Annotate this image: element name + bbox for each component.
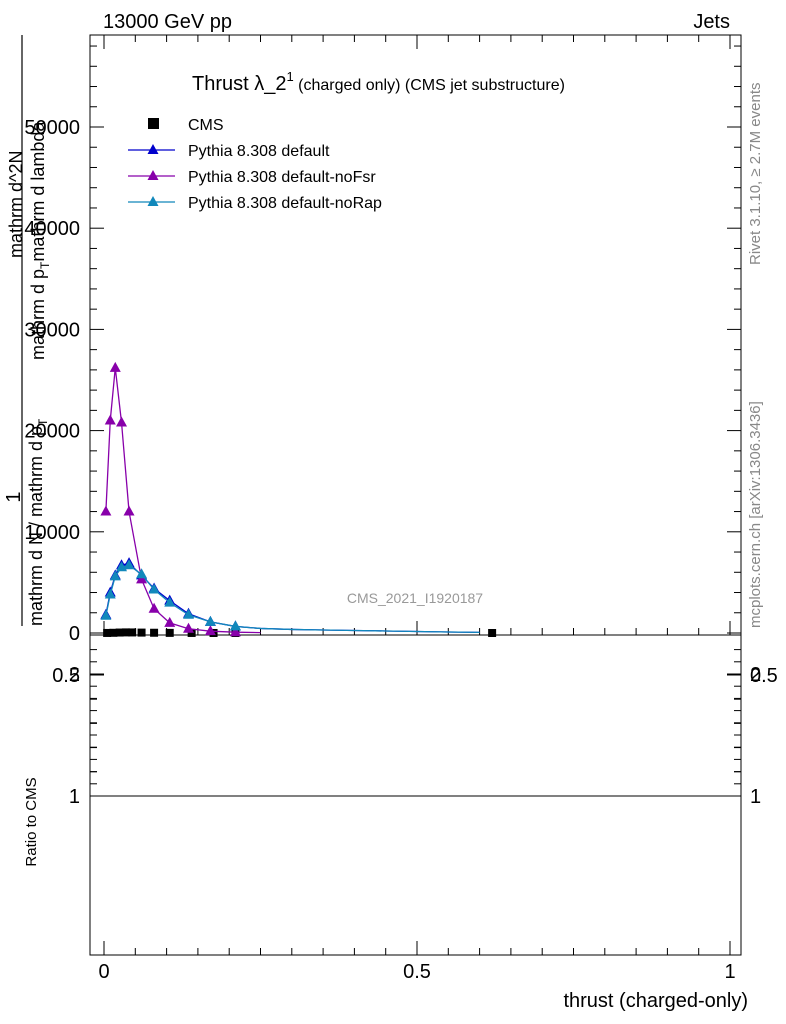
plot-title-sup: 1 [286, 69, 293, 84]
legend: CMS Pythia 8.308 default Pythia 8.308 de… [128, 117, 382, 212]
series-marker-norap [109, 570, 121, 581]
series-marker-nofsr [229, 626, 241, 637]
plot-title: Thrust λ_21 (charged only) (CMS jet subs… [192, 69, 565, 95]
series-marker-norap [204, 615, 216, 626]
rivet-version-label: Rivet 3.1.10, ≥ 2.7M events [747, 83, 764, 266]
upper-y-ticks: 0 10000 20000 30000 40000 50000 [24, 45, 741, 645]
series-marker-nofsr [164, 616, 176, 627]
ylabel-denominator-sub: T [36, 418, 50, 426]
upper-y-tick-label: 30000 [24, 319, 80, 341]
x-tick-label: 0.5 [403, 961, 431, 983]
legend-label-norap: Pythia 8.308 default-noRap [188, 195, 382, 212]
mcplots-label: mcplots.cern.ch [arXiv:1306.3436] [747, 401, 764, 628]
data-point-cms [150, 628, 159, 637]
upper-y-tick-label: 40000 [24, 218, 80, 240]
ratio-y-tick-label: 2 [69, 664, 80, 686]
upper-y-tick-label: 50000 [24, 117, 80, 139]
legend-marker-cms [148, 118, 159, 129]
series-marker-norap [136, 568, 148, 579]
upper-y-axis-label: 1 mathrm d N / mathrm d pT mathrm d^2N m… [3, 35, 52, 626]
series-marker-nofsr [148, 602, 160, 613]
upper-y-tick-label: 0 [69, 623, 80, 645]
x-tick-label: 1 [724, 961, 735, 983]
data-point-cms [109, 628, 118, 637]
analysis-watermark: CMS_2021_I1920187 [347, 590, 483, 606]
data-point-cms [488, 628, 497, 637]
data-point-cms [121, 628, 130, 637]
series-marker-nofsr [100, 505, 112, 516]
series-marker-nofsr [109, 361, 121, 372]
series-marker-norap [123, 559, 135, 570]
plot-title-main: Thrust λ_2 [192, 73, 286, 95]
series-marker-norap [229, 620, 241, 631]
data-point-cms [187, 628, 196, 637]
legend-label-nofsr: Pythia 8.308 default-noFsr [188, 169, 376, 186]
series-line-nofsr [105, 367, 261, 634]
series-marker-norap [148, 583, 160, 594]
ratio-y-ticks: 0.5 0.5 1 1 2 2 [52, 649, 778, 808]
series-marker-norap [164, 596, 176, 607]
x-tick-label: 0 [98, 961, 109, 983]
ratio-y-tick-label-right: 2 [750, 664, 761, 686]
energy-label: 13000 GeV pp [103, 11, 232, 33]
ylabel-numerator-bottom-sub: T [38, 261, 52, 269]
ratio-y-tick-label: 1 [69, 786, 80, 808]
series-marker-nofsr [116, 416, 128, 427]
series-marker-nofsr [204, 625, 216, 636]
ylabel-numerator-bottom-rest: mathrm d lambda [28, 121, 48, 262]
data-point-cms [103, 628, 112, 637]
ratio-y-tick-label-right: 0.5 [750, 665, 778, 687]
legend-label-cms: CMS [188, 117, 224, 134]
series-marker-norap [104, 588, 116, 599]
series-marker-nofsr [183, 622, 195, 633]
series-marker-nofsr [123, 505, 135, 516]
ylabel-denominator-main: mathrm d N / mathrm d p [26, 426, 46, 626]
data-point-cms [128, 628, 137, 637]
upper-y-tick-label: 10000 [24, 522, 80, 544]
upper-x-ticks: 0 0.5 1 [98, 35, 736, 983]
legend-marker-default [147, 144, 159, 154]
series-marker-norap [100, 609, 112, 620]
ylabel-numerator-bottom-main: mathrm d p [28, 269, 48, 360]
plot-title-rest: (charged only) (CMS jet substructure) [294, 77, 565, 94]
legend-label-default: Pythia 8.308 default [188, 143, 330, 160]
data-point-cms [115, 628, 124, 637]
series-marker-nofsr [136, 573, 148, 584]
ylabel-denominator: mathrm d N / mathrm d pT [26, 418, 50, 626]
x-axis-label: thrust (charged-only) [563, 990, 748, 1012]
legend-marker-norap [147, 196, 159, 206]
ylabel-numerator-bottom: mathrm d pTmathrm d lambda [28, 121, 52, 360]
series-marker-norap [183, 608, 195, 619]
data-point-cms [137, 628, 146, 637]
legend-marker-nofsr [147, 170, 159, 180]
ratio-plot-frame [89, 634, 742, 956]
ratio-y-tick-label-right: 1 [750, 786, 761, 808]
data-point-cms [165, 628, 174, 637]
series-marker-nofsr [104, 414, 116, 425]
ratio-y-axis-label: Ratio to CMS [23, 777, 40, 866]
ratio-y-tick-label: 0.5 [52, 665, 80, 687]
upper-y-tick-label: 20000 [24, 421, 80, 443]
ylabel-numerator-top: mathrm d^2N [6, 151, 26, 258]
series-layer [100, 361, 497, 637]
ylabel-fraction-one: 1 [3, 491, 25, 502]
jets-label: Jets [693, 11, 730, 33]
